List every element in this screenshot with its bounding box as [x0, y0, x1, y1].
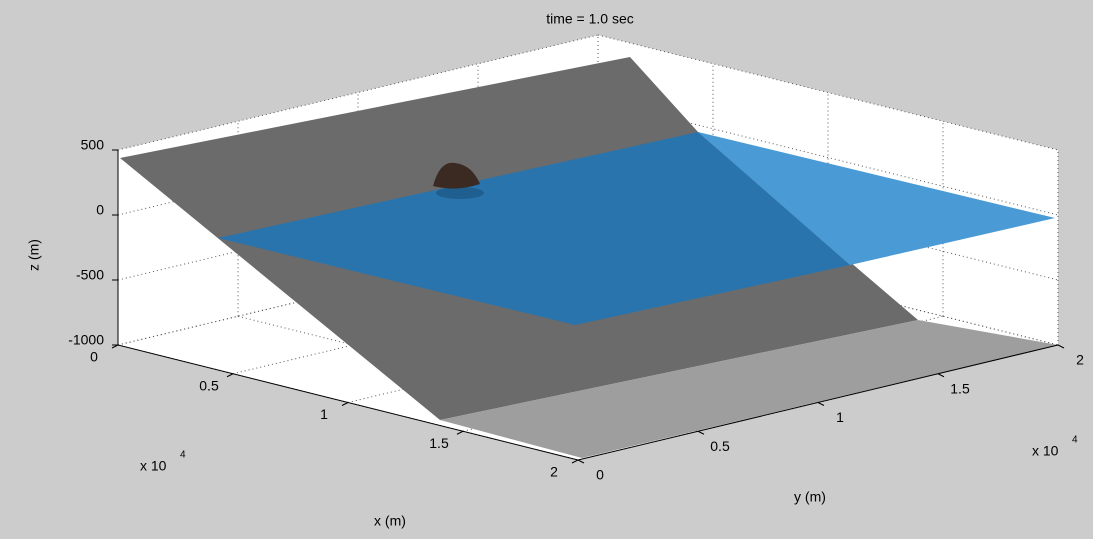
x-tick-label: 0.5 — [199, 377, 219, 393]
x-axis-label: x (m) — [374, 513, 406, 529]
y-tick-label: 1.5 — [950, 380, 970, 396]
y-axis-label: y (m) — [794, 489, 826, 505]
x-tick — [456, 430, 464, 435]
terrain-front — [440, 320, 1058, 458]
z-tick-label: -500 — [76, 267, 104, 283]
y-multiplier: x 10 — [1032, 443, 1059, 459]
z-tick-label: 0 — [96, 202, 104, 218]
y-tick — [577, 459, 585, 464]
x-multiplier-exponent: 4 — [180, 450, 186, 461]
x-multiplier: x 10 — [140, 458, 167, 474]
y-tick-label: 1 — [836, 409, 844, 425]
x-tick-label: 0 — [90, 349, 98, 365]
y-tick-label: 0 — [596, 467, 604, 483]
x-tick-label: 2 — [550, 464, 558, 480]
y-tick-label: 0.5 — [710, 438, 730, 454]
x-tick-label: 1.5 — [429, 435, 449, 451]
y-tick — [697, 430, 705, 435]
x-tick — [341, 402, 349, 406]
x-tick — [571, 459, 579, 464]
y-multiplier-exponent: 4 — [1072, 435, 1078, 446]
water-surface-above — [698, 132, 1055, 265]
y-tick — [817, 402, 825, 406]
x-tick — [226, 373, 234, 378]
z-tick-label: -1000 — [68, 332, 104, 348]
landslide-block — [433, 162, 480, 189]
water-surface — [218, 132, 850, 325]
z-tick-label: 500 — [81, 137, 105, 153]
y-tick — [1057, 344, 1065, 349]
chart-title: time = 1.0 sec — [546, 11, 634, 27]
y-tick — [937, 373, 945, 378]
x-tick-label: 1 — [320, 406, 328, 422]
y-tick-label: 2 — [1076, 352, 1084, 368]
water-bump — [436, 187, 484, 199]
z-axis-label: z (m) — [26, 239, 42, 271]
